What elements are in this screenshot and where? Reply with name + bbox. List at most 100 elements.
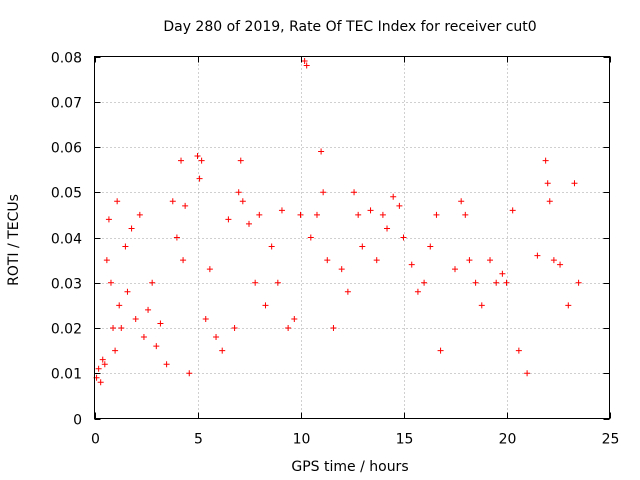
data-point — [101, 361, 108, 368]
data-points — [93, 58, 582, 386]
y-tick-labels: 0 0.01 0.02 0.03 0.04 0.05 0.06 0.07 0.08 — [51, 51, 82, 429]
data-point — [414, 288, 421, 295]
data-point — [180, 257, 187, 264]
data-point — [458, 198, 465, 205]
x-tick-label: 10 — [293, 432, 311, 448]
data-point — [291, 315, 298, 322]
x-axis-label: GPS time / hours — [291, 459, 408, 475]
data-point — [437, 347, 444, 354]
data-point — [303, 62, 310, 69]
data-point — [421, 279, 428, 286]
data-point — [487, 257, 494, 264]
data-point — [557, 261, 564, 268]
data-point — [384, 225, 391, 232]
data-point — [206, 266, 213, 273]
data-point — [571, 180, 578, 187]
y-tick-label: 0.08 — [51, 51, 82, 67]
data-point — [499, 270, 506, 277]
y-tick-label: 0.03 — [51, 277, 82, 293]
data-point — [565, 302, 572, 309]
plot-frame — [94, 56, 610, 419]
data-point — [110, 325, 117, 331]
data-point — [466, 257, 473, 264]
data-point — [493, 279, 500, 286]
data-point — [124, 288, 131, 295]
data-point — [452, 266, 458, 273]
data-point — [122, 243, 129, 250]
y-tick-label: 0.06 — [51, 141, 82, 157]
data-point — [219, 347, 226, 354]
y-axis-label: ROTI / TECUs — [6, 194, 22, 286]
data-point — [367, 207, 374, 214]
data-point — [534, 252, 541, 259]
data-point — [524, 370, 531, 377]
data-point — [472, 279, 479, 286]
data-point — [194, 153, 201, 160]
data-point — [246, 220, 252, 227]
data-point — [198, 157, 205, 164]
data-point — [330, 325, 337, 331]
data-point — [95, 365, 102, 372]
data-point — [136, 211, 143, 218]
data-point — [252, 279, 259, 286]
data-point — [239, 198, 246, 205]
data-point — [128, 225, 135, 232]
y-tick-label: 0.07 — [51, 96, 82, 112]
data-point — [202, 315, 209, 322]
data-point — [379, 211, 386, 218]
data-point — [256, 211, 263, 218]
data-point — [359, 243, 366, 250]
data-point — [268, 243, 275, 250]
data-point — [400, 234, 407, 241]
data-point — [153, 343, 160, 350]
data-point — [542, 157, 549, 164]
x-tick-label: 20 — [499, 432, 517, 448]
data-point — [103, 257, 110, 264]
data-point — [169, 198, 176, 205]
data-point — [231, 325, 238, 331]
data-point — [503, 279, 510, 286]
data-point — [462, 211, 469, 218]
data-point — [237, 157, 244, 164]
data-point — [408, 261, 415, 268]
data-point — [318, 148, 325, 155]
data-point — [105, 216, 112, 223]
data-point — [338, 266, 345, 273]
data-point — [433, 211, 440, 218]
data-point — [173, 234, 180, 241]
data-point — [396, 202, 403, 209]
y-tick-label: 0 — [73, 413, 82, 429]
data-point — [274, 279, 281, 286]
data-point — [390, 193, 397, 200]
data-point — [182, 202, 189, 209]
data-point — [118, 325, 125, 331]
data-point — [313, 211, 320, 218]
axis-ticks — [94, 56, 611, 420]
y-tick-label: 0.02 — [51, 322, 82, 338]
data-point — [301, 58, 308, 65]
data-point — [97, 379, 104, 386]
data-point — [196, 175, 203, 182]
data-point — [149, 279, 156, 286]
data-point — [186, 370, 193, 377]
grid-lines — [94, 56, 610, 419]
data-point — [550, 257, 557, 264]
x-tick-label: 15 — [396, 432, 414, 448]
data-point — [163, 361, 170, 368]
data-point — [132, 315, 139, 322]
data-point — [307, 234, 314, 241]
data-point — [509, 207, 516, 214]
data-point — [285, 325, 292, 331]
data-point — [225, 216, 232, 223]
data-point — [478, 302, 485, 309]
data-point — [235, 189, 242, 196]
data-point — [178, 157, 185, 164]
data-point — [546, 198, 553, 205]
x-tick-label: 5 — [194, 432, 203, 448]
data-point — [278, 207, 285, 214]
data-point — [262, 302, 269, 309]
y-tick-label: 0.01 — [51, 367, 82, 383]
data-point — [544, 180, 551, 187]
data-point — [213, 334, 220, 341]
